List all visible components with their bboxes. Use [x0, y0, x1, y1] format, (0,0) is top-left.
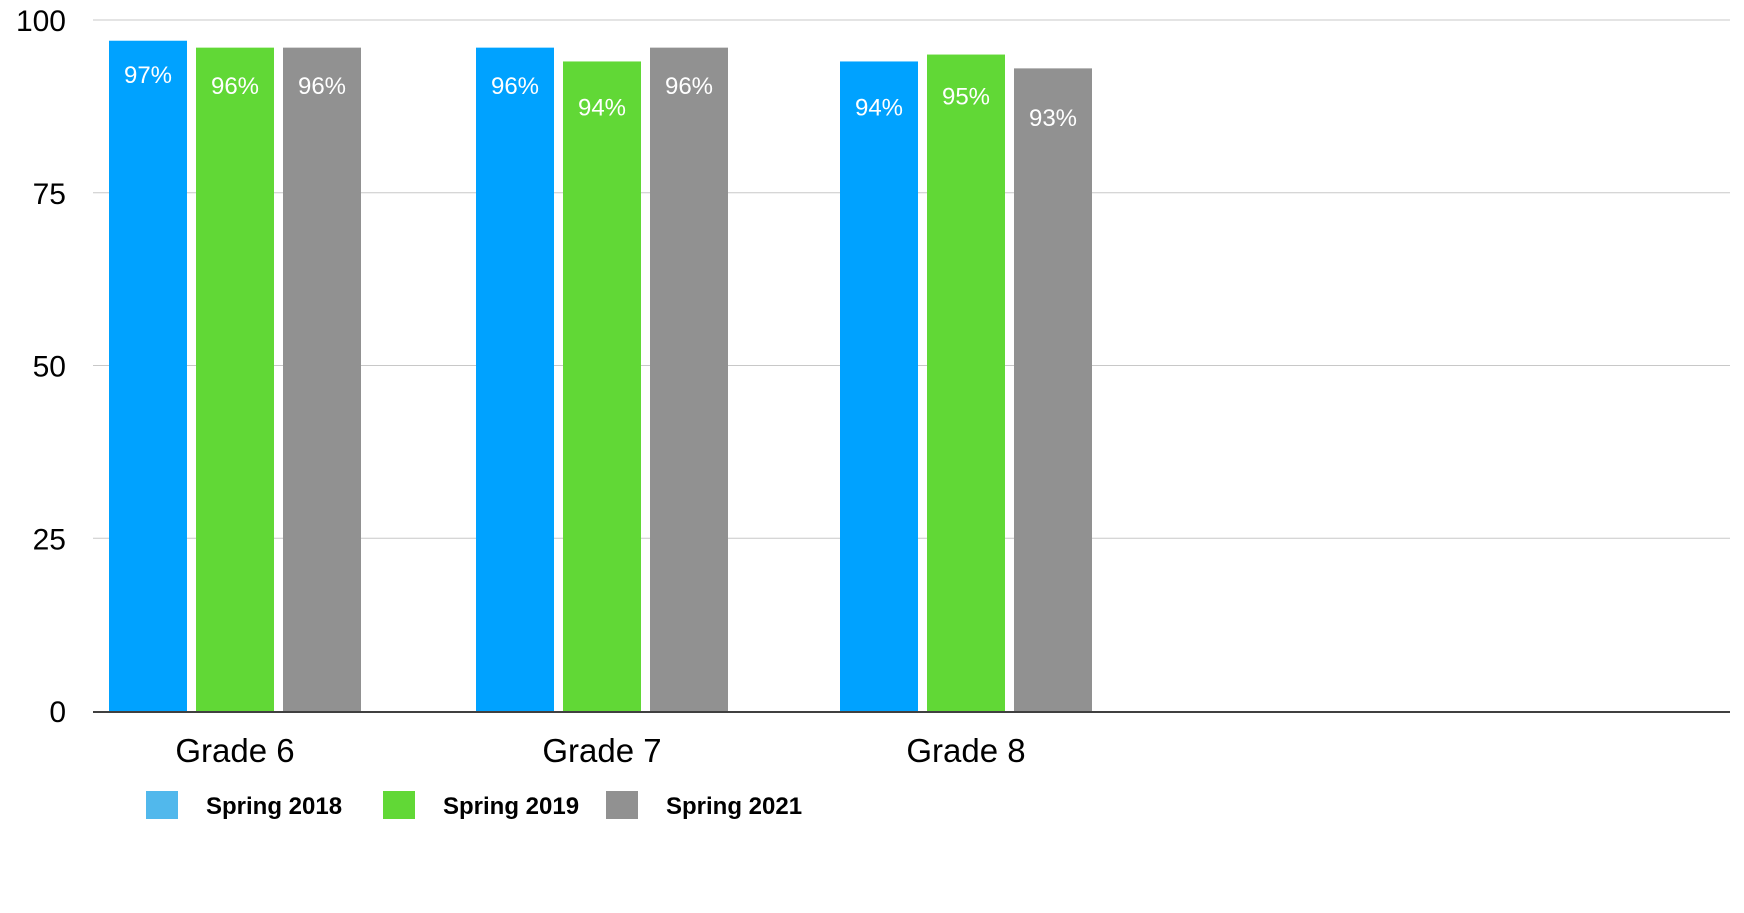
- y-axis-ticks: 0 25 50 75 100: [16, 5, 66, 729]
- legend-swatch: [383, 791, 415, 819]
- bar-spring-2018-grade-7: [476, 47, 554, 711]
- legend-label: Spring 2021: [666, 793, 802, 820]
- legend-swatch: [146, 791, 178, 819]
- legend-swatch: [606, 791, 638, 819]
- x-category-label: Grade 6: [175, 732, 294, 769]
- y-tick-label: 0: [49, 696, 66, 729]
- data-label: 94%: [578, 94, 626, 121]
- bar-spring-2018-grade-6: [109, 40, 187, 712]
- x-category-label: Grade 8: [906, 732, 1025, 769]
- data-label: 93%: [1029, 105, 1077, 132]
- bar-spring-2019-grade-7: [563, 61, 641, 711]
- bar-spring-2019-grade-8: [927, 54, 1005, 712]
- y-tick-label: 25: [33, 523, 66, 556]
- legend: Spring 2018 Spring 2019 Spring 2021: [146, 791, 802, 820]
- data-label: 96%: [491, 73, 539, 100]
- data-label: 94%: [855, 94, 903, 121]
- bar-spring-2019-grade-6: [196, 47, 274, 711]
- data-label: 95%: [942, 84, 990, 111]
- legend-label: Spring 2019: [443, 793, 579, 820]
- bar-spring-2021-grade-6: [283, 47, 361, 711]
- legend-label: Spring 2018: [206, 793, 342, 820]
- data-label: 96%: [665, 73, 713, 100]
- y-tick-label: 100: [16, 5, 66, 38]
- bars: [109, 40, 1092, 712]
- data-label: 97%: [124, 62, 172, 89]
- bar-spring-2021-grade-7: [650, 47, 728, 711]
- bar-spring-2018-grade-8: [840, 61, 918, 711]
- x-axis-categories: Grade 6 Grade 7 Grade 8: [175, 732, 1025, 769]
- data-labels: 97% 96% 96% 96% 94% 96% 94% 95% 93%: [124, 62, 1077, 132]
- data-label: 96%: [211, 73, 259, 100]
- y-tick-label: 75: [33, 178, 66, 211]
- x-category-label: Grade 7: [542, 732, 661, 769]
- y-tick-label: 50: [33, 351, 66, 384]
- bar-spring-2021-grade-8: [1014, 68, 1092, 712]
- data-label: 96%: [298, 73, 346, 100]
